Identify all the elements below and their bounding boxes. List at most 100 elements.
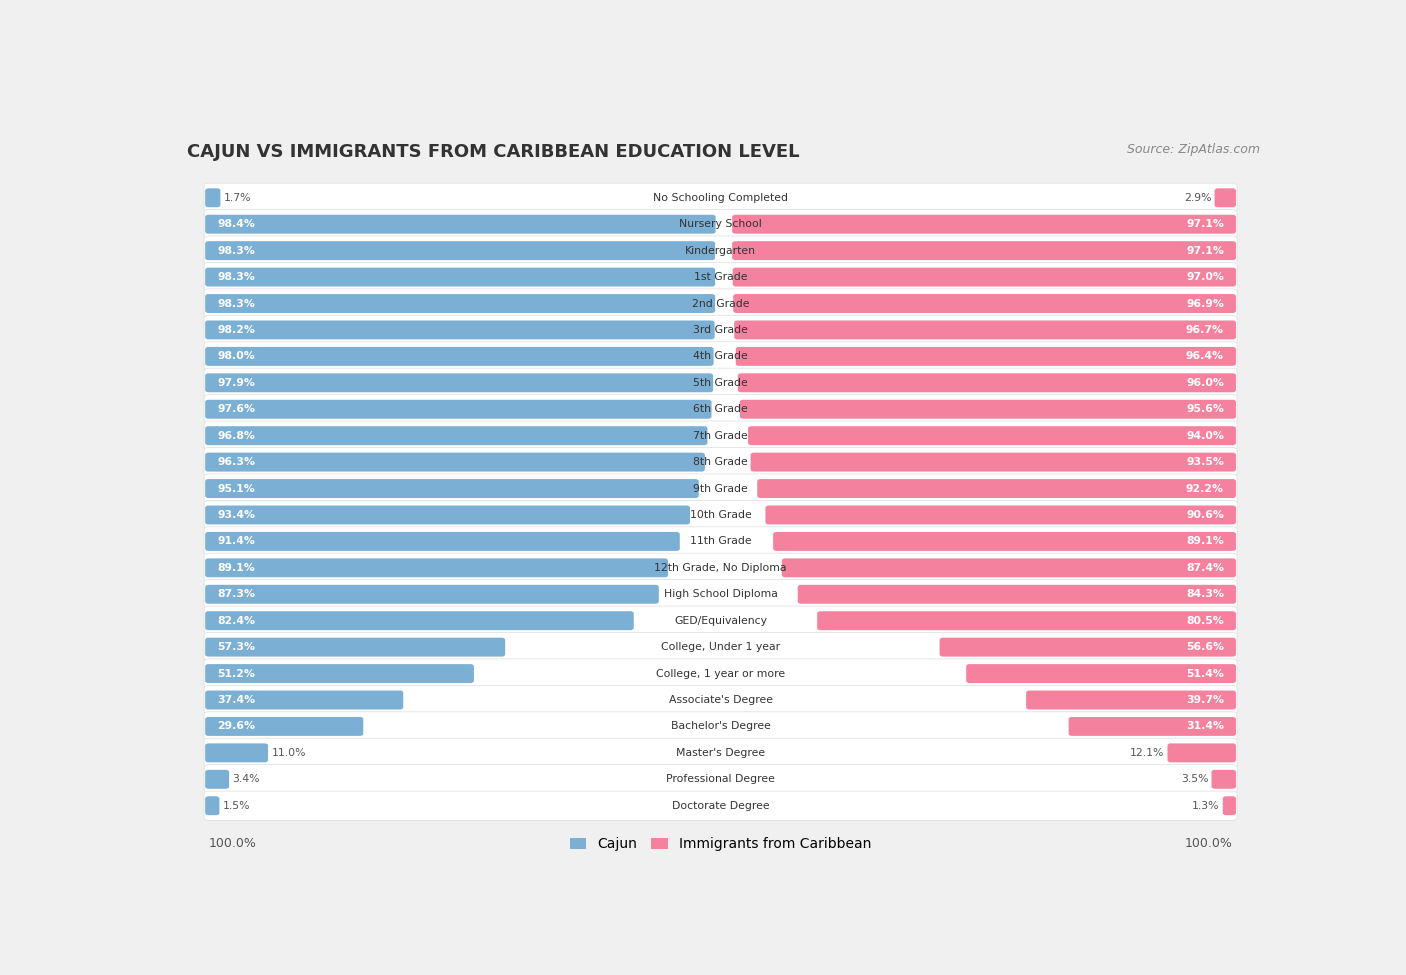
Text: 97.0%: 97.0%	[1187, 272, 1225, 282]
Text: 12.1%: 12.1%	[1130, 748, 1164, 758]
Text: 3.5%: 3.5%	[1181, 774, 1208, 784]
Text: 31.4%: 31.4%	[1187, 722, 1225, 731]
FancyBboxPatch shape	[748, 426, 1236, 446]
FancyBboxPatch shape	[751, 452, 1236, 472]
Text: 96.8%: 96.8%	[217, 431, 254, 441]
FancyBboxPatch shape	[204, 633, 1237, 662]
FancyBboxPatch shape	[733, 214, 1236, 234]
Text: No Schooling Completed: No Schooling Completed	[652, 193, 789, 203]
Text: Source: ZipAtlas.com: Source: ZipAtlas.com	[1128, 143, 1260, 156]
FancyBboxPatch shape	[205, 559, 668, 577]
Text: College, 1 year or more: College, 1 year or more	[657, 669, 785, 679]
Text: 39.7%: 39.7%	[1187, 695, 1225, 705]
FancyBboxPatch shape	[205, 638, 505, 656]
Text: High School Diploma: High School Diploma	[664, 589, 778, 600]
FancyBboxPatch shape	[205, 294, 716, 313]
FancyBboxPatch shape	[205, 690, 404, 710]
FancyBboxPatch shape	[204, 289, 1237, 318]
FancyBboxPatch shape	[205, 373, 713, 392]
FancyBboxPatch shape	[205, 347, 714, 366]
FancyBboxPatch shape	[966, 664, 1236, 683]
Text: 89.1%: 89.1%	[1187, 536, 1225, 546]
Text: 4th Grade: 4th Grade	[693, 351, 748, 362]
FancyBboxPatch shape	[740, 400, 1236, 418]
Text: Master's Degree: Master's Degree	[676, 748, 765, 758]
FancyBboxPatch shape	[204, 764, 1237, 794]
Text: 97.9%: 97.9%	[217, 377, 254, 388]
Text: CAJUN VS IMMIGRANTS FROM CARIBBEAN EDUCATION LEVEL: CAJUN VS IMMIGRANTS FROM CARIBBEAN EDUCA…	[187, 143, 799, 161]
Text: 98.2%: 98.2%	[217, 325, 254, 335]
Text: 10th Grade: 10th Grade	[690, 510, 751, 520]
Legend: Cajun, Immigrants from Caribbean: Cajun, Immigrants from Caribbean	[564, 832, 877, 857]
Text: 96.7%: 96.7%	[1187, 325, 1225, 335]
Text: College, Under 1 year: College, Under 1 year	[661, 643, 780, 652]
FancyBboxPatch shape	[1167, 743, 1236, 762]
FancyBboxPatch shape	[204, 395, 1237, 424]
Text: 2nd Grade: 2nd Grade	[692, 298, 749, 308]
FancyBboxPatch shape	[205, 611, 634, 630]
FancyBboxPatch shape	[204, 210, 1237, 239]
FancyBboxPatch shape	[205, 267, 716, 287]
Text: 90.6%: 90.6%	[1187, 510, 1225, 520]
Text: 92.2%: 92.2%	[1187, 484, 1225, 493]
FancyBboxPatch shape	[817, 611, 1236, 630]
Text: 12th Grade, No Diploma: 12th Grade, No Diploma	[654, 563, 787, 573]
FancyBboxPatch shape	[205, 743, 269, 762]
FancyBboxPatch shape	[204, 580, 1237, 609]
Text: 1.5%: 1.5%	[222, 800, 250, 811]
FancyBboxPatch shape	[204, 553, 1237, 582]
FancyBboxPatch shape	[204, 369, 1237, 398]
Text: 11th Grade: 11th Grade	[690, 536, 751, 546]
Text: 82.4%: 82.4%	[217, 615, 254, 626]
FancyBboxPatch shape	[205, 479, 699, 498]
Text: 98.3%: 98.3%	[217, 246, 254, 255]
Text: 95.1%: 95.1%	[217, 484, 254, 493]
FancyBboxPatch shape	[1215, 188, 1236, 208]
Text: 97.6%: 97.6%	[217, 405, 254, 414]
Text: GED/Equivalency: GED/Equivalency	[673, 615, 768, 626]
FancyBboxPatch shape	[205, 214, 716, 234]
Text: 87.3%: 87.3%	[217, 589, 254, 600]
Text: 11.0%: 11.0%	[271, 748, 307, 758]
FancyBboxPatch shape	[205, 664, 474, 683]
FancyBboxPatch shape	[204, 791, 1237, 820]
Text: 37.4%: 37.4%	[217, 695, 256, 705]
Text: 98.3%: 98.3%	[217, 272, 254, 282]
FancyBboxPatch shape	[204, 421, 1237, 450]
Text: 3rd Grade: 3rd Grade	[693, 325, 748, 335]
FancyBboxPatch shape	[205, 188, 221, 208]
FancyBboxPatch shape	[204, 685, 1237, 715]
Text: 93.4%: 93.4%	[217, 510, 254, 520]
FancyBboxPatch shape	[1212, 770, 1236, 789]
FancyBboxPatch shape	[1026, 690, 1236, 710]
FancyBboxPatch shape	[204, 262, 1237, 292]
FancyBboxPatch shape	[204, 738, 1237, 767]
FancyBboxPatch shape	[1223, 797, 1236, 815]
Text: 5th Grade: 5th Grade	[693, 377, 748, 388]
Text: 98.4%: 98.4%	[217, 219, 254, 229]
Text: 100.0%: 100.0%	[208, 838, 256, 850]
Text: 97.1%: 97.1%	[1187, 246, 1225, 255]
FancyBboxPatch shape	[782, 559, 1236, 577]
FancyBboxPatch shape	[205, 321, 714, 339]
Text: 93.5%: 93.5%	[1187, 457, 1225, 467]
FancyBboxPatch shape	[797, 585, 1236, 604]
FancyBboxPatch shape	[939, 638, 1236, 656]
Text: 96.9%: 96.9%	[1187, 298, 1225, 308]
FancyBboxPatch shape	[733, 267, 1236, 287]
FancyBboxPatch shape	[204, 315, 1237, 344]
Text: 96.0%: 96.0%	[1187, 377, 1225, 388]
Text: Nursery School: Nursery School	[679, 219, 762, 229]
Text: 97.1%: 97.1%	[1187, 219, 1225, 229]
Text: 3.4%: 3.4%	[232, 774, 260, 784]
FancyBboxPatch shape	[205, 717, 363, 736]
FancyBboxPatch shape	[735, 347, 1236, 366]
Text: 96.3%: 96.3%	[217, 457, 254, 467]
FancyBboxPatch shape	[734, 321, 1236, 339]
Text: 2.9%: 2.9%	[1184, 193, 1212, 203]
FancyBboxPatch shape	[773, 532, 1236, 551]
Text: 98.3%: 98.3%	[217, 298, 254, 308]
FancyBboxPatch shape	[205, 532, 679, 551]
FancyBboxPatch shape	[205, 241, 716, 260]
FancyBboxPatch shape	[204, 448, 1237, 477]
